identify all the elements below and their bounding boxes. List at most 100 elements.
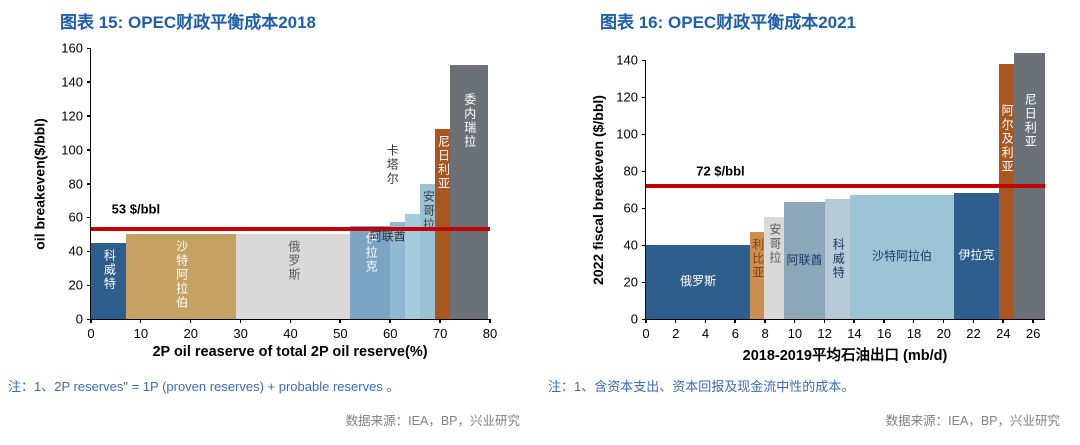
x-tick-label: 10 <box>787 326 803 341</box>
x-tick-mark <box>1032 319 1034 323</box>
y-axis-title-text-2021: 2022 fiscal breakeven ($/bbl) <box>590 95 606 285</box>
breakeven-refline-label: 72 $/bbl <box>696 163 745 179</box>
x-tick-label: 8 <box>761 326 769 341</box>
bar-iraq: 伊拉克 <box>350 225 391 319</box>
y-tick-label: 120 <box>616 89 638 105</box>
bar-label-iraq: 伊拉克 <box>364 231 379 274</box>
x-tick-label: 0 <box>87 326 95 341</box>
x-tick-label: 20 <box>183 326 198 341</box>
bar-venezuela: 委内瑞拉 <box>450 64 488 319</box>
bar-iraq: 伊拉克 <box>954 193 999 319</box>
x-tick-label: 26 <box>1025 326 1041 341</box>
bar-label-russia: 俄罗斯 <box>680 274 717 289</box>
bar-label-angola: 安哥拉 <box>767 223 782 266</box>
y-tick-mark <box>87 250 91 253</box>
x-tick-label: 16 <box>876 326 892 341</box>
x-tick-label: 40 <box>283 326 298 341</box>
bar-nigeria: 尼日利亚 <box>435 129 450 319</box>
bar-label-kuwait: 科威特 <box>102 248 117 291</box>
y-tick-label: 80 <box>623 163 638 179</box>
x-tick-label: 50 <box>333 326 348 341</box>
bar-kuwait: 科威特 <box>91 242 126 319</box>
bar-label-angola: 安哥拉 <box>421 189 436 232</box>
x-tick-mark <box>389 319 391 323</box>
x-tick-mark <box>189 319 192 323</box>
x-tick-mark <box>139 319 142 323</box>
y-tick-mark <box>87 47 91 49</box>
x-tick-mark <box>942 319 945 323</box>
y-tick-mark <box>642 96 646 98</box>
annotation-uae-label: 阿联酋 <box>369 229 406 244</box>
bar-russia: 俄罗斯 <box>646 245 751 319</box>
panel-2021: 图表 16: OPEC财政平衡成本2021 2022 fiscal breake… <box>540 0 1080 445</box>
x-tick-label: 60 <box>383 326 398 341</box>
x-tick-label: 30 <box>233 326 248 341</box>
y-tick-mark <box>642 133 646 135</box>
breakeven-refline <box>91 227 490 232</box>
x-tick-mark <box>1002 319 1004 323</box>
y-tick-label: 100 <box>616 126 638 142</box>
bar-label-libya: 利比亚 <box>750 238 765 281</box>
x-tick-label: 6 <box>731 326 739 341</box>
y-tick-label: 80 <box>68 176 83 191</box>
footnote-2018: 注：1、2P reserves" = 1P (proven reserves) … <box>8 379 400 394</box>
x-tick-label: 20 <box>936 326 951 341</box>
x-tick-mark <box>764 319 766 323</box>
x-tick-mark <box>793 319 796 323</box>
annotation-qatar-label: 卡塔尔 <box>385 143 400 186</box>
y-axis-title-2021: 2022 fiscal breakeven ($/bbl) <box>586 60 610 320</box>
x-tick-mark <box>439 319 441 323</box>
y-tick-mark <box>87 284 91 287</box>
panel-2018: 图表 15: OPEC财政平衡成本2018 oil breakeven($/bb… <box>8 13 520 428</box>
y-axis-title-text-2018: oil breakeven($/bbl) <box>32 118 49 250</box>
x-axis-title-2021: 2018-2019平均石油出口 (mb/d) <box>742 348 948 364</box>
x-tick-label: 4 <box>701 326 710 341</box>
chart-title-2021: 图表 16: OPEC财政平衡成本2021 <box>600 13 857 32</box>
x-tick-mark <box>912 319 915 323</box>
x-tick-label: 2 <box>672 326 680 341</box>
bar-saudi-arabia: 沙特阿拉伯 <box>125 234 236 319</box>
bar-label-nigeria: 尼日利亚 <box>436 135 451 192</box>
y-tick-label: 140 <box>616 52 638 68</box>
y-tick-label: 100 <box>61 142 83 158</box>
y-tick-label: 140 <box>61 74 83 90</box>
x-tick-label: 22 <box>966 326 981 341</box>
bar-uae: 阿联酋 <box>784 202 825 319</box>
bar-label-saudi-arabia: 沙特阿拉伯 <box>174 240 189 311</box>
y-tick-mark <box>87 216 91 219</box>
y-tick-mark <box>87 183 91 185</box>
y-tick-mark <box>642 170 646 172</box>
x-axis-title-2018: 2P oil reaserve of total 2P oil reserve(… <box>152 344 428 360</box>
bar-algeria: 阿尔及利亚 <box>998 63 1014 319</box>
bar-angola: 安哥拉 <box>420 183 436 319</box>
y-tick-mark <box>87 149 91 151</box>
x-tick-mark <box>823 319 826 323</box>
x-tick-label: 10 <box>133 326 149 341</box>
y-tick-label: 0 <box>75 311 83 327</box>
x-tick-mark <box>853 319 855 323</box>
x-tick-mark <box>489 319 491 323</box>
x-tick-label: 24 <box>996 326 1011 341</box>
x-tick-label: 70 <box>432 326 448 341</box>
plot-area-2018: 科威特 沙特阿拉伯 俄罗斯 伊拉克 安哥拉 尼日利亚 委内瑞拉 53 $/bbl 阿联酋 卡塔尔 0… <box>61 41 497 342</box>
bar-label-iraq: 伊拉克 <box>958 248 995 263</box>
x-tick-label: 0 <box>642 326 650 341</box>
x-tick-mark <box>289 319 291 323</box>
y-tick-label: 120 <box>61 108 83 124</box>
bar-label-saudi-arabia: 沙特阿拉伯 <box>872 249 933 264</box>
bar-libya: 利比亚 <box>750 232 765 319</box>
chart-title-2018: 图表 15: OPEC财政平衡成本2018 <box>60 13 317 32</box>
y-tick-mark <box>87 318 91 320</box>
footnote-2021: 注：1、含资本支出、资本回报及现金流中性的成本。 <box>548 379 855 394</box>
y-tick-label: 20 <box>68 277 83 293</box>
y-axis-title-2018: oil breakeven($/bbl) <box>28 48 52 320</box>
x-tick-label: 80 <box>482 326 498 341</box>
bar-angola: 安哥拉 <box>763 217 785 319</box>
bar-label-uae: 阿联酋 <box>786 252 823 267</box>
breakeven-refline-label: 53 $/bbl <box>111 201 161 217</box>
x-tick-mark <box>90 319 92 323</box>
bar-label-nigeria: 尼日利亚 <box>1023 92 1038 149</box>
y-tick-mark <box>87 81 91 83</box>
x-tick-mark <box>674 319 677 323</box>
bar-kuwait: 科威特 <box>824 198 850 319</box>
